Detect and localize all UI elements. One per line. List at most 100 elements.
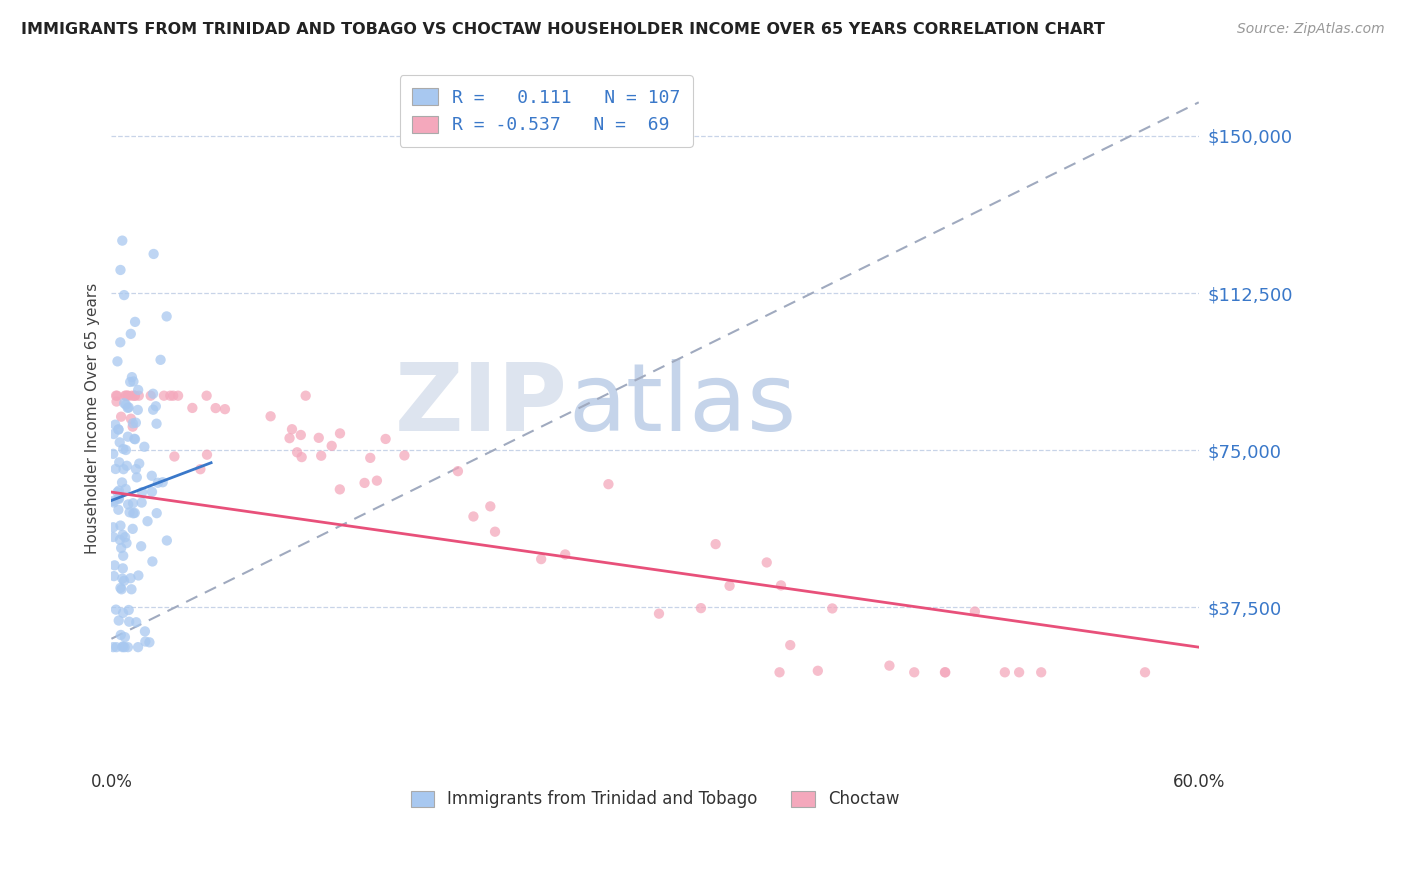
Point <box>309 449 332 463</box>
Point <box>107 491 129 505</box>
Point <box>124 389 146 403</box>
Point <box>117 389 139 403</box>
Point <box>112 396 135 410</box>
Point <box>294 389 316 403</box>
Point <box>128 389 150 403</box>
Point <box>163 450 186 464</box>
Point <box>114 482 136 496</box>
Point <box>131 495 153 509</box>
Point <box>114 640 136 655</box>
Point <box>374 432 396 446</box>
Point <box>127 568 149 582</box>
Point <box>120 571 142 585</box>
Point <box>769 578 792 592</box>
Point <box>278 431 301 445</box>
Point <box>110 582 132 597</box>
Point <box>281 422 304 436</box>
Point <box>118 401 141 415</box>
Point <box>105 389 128 403</box>
Point <box>103 640 125 655</box>
Text: atlas: atlas <box>568 359 796 451</box>
Point <box>554 548 576 562</box>
Point <box>121 522 143 536</box>
Point <box>934 665 956 680</box>
Point <box>598 477 620 491</box>
Point <box>690 601 713 615</box>
Point <box>156 310 179 324</box>
Point <box>167 389 190 403</box>
Point <box>107 422 129 436</box>
Point <box>125 416 148 430</box>
Point <box>1008 665 1031 680</box>
Point <box>122 506 145 520</box>
Point <box>111 561 134 575</box>
Point <box>111 640 134 654</box>
Point <box>117 640 139 655</box>
Point <box>127 640 149 655</box>
Point <box>108 483 131 498</box>
Point <box>153 389 176 403</box>
Point <box>115 442 138 457</box>
Point <box>108 455 131 469</box>
Point <box>114 530 136 544</box>
Point <box>108 533 131 547</box>
Point <box>112 574 135 588</box>
Point <box>117 401 139 415</box>
Point <box>120 326 142 341</box>
Point <box>195 389 218 403</box>
Point <box>122 375 145 389</box>
Point <box>134 440 156 454</box>
Point <box>121 419 143 434</box>
Point <box>291 450 314 464</box>
Point <box>122 496 145 510</box>
Point <box>124 432 146 446</box>
Point <box>107 614 129 628</box>
Point <box>190 462 212 476</box>
Point <box>648 607 671 621</box>
Point <box>359 450 381 465</box>
Point <box>112 288 135 302</box>
Point <box>145 399 167 413</box>
Point <box>195 448 218 462</box>
Point <box>105 485 128 500</box>
Point <box>290 428 312 442</box>
Legend: Immigrants from Trinidad and Tobago, Choctaw: Immigrants from Trinidad and Tobago, Cho… <box>404 784 905 815</box>
Point <box>103 494 125 508</box>
Point <box>127 383 149 397</box>
Point <box>114 389 136 403</box>
Point <box>139 389 162 403</box>
Point <box>110 581 132 595</box>
Point <box>136 514 159 528</box>
Point <box>1133 665 1156 680</box>
Point <box>125 470 148 484</box>
Point <box>104 462 127 476</box>
Point <box>142 386 165 401</box>
Point <box>353 475 375 490</box>
Point <box>447 464 470 478</box>
Text: IMMIGRANTS FROM TRINIDAD AND TOBAGO VS CHOCTAW HOUSEHOLDER INCOME OVER 65 YEARS : IMMIGRANTS FROM TRINIDAD AND TOBAGO VS C… <box>21 22 1105 37</box>
Point <box>104 602 127 616</box>
Text: ZIP: ZIP <box>395 359 568 451</box>
Point <box>152 475 174 490</box>
Point <box>156 533 179 548</box>
Point <box>807 664 830 678</box>
Point <box>115 398 138 412</box>
Point <box>181 401 204 415</box>
Point <box>329 483 352 497</box>
Point <box>903 665 925 680</box>
Text: Source: ZipAtlas.com: Source: ZipAtlas.com <box>1237 22 1385 37</box>
Point <box>110 541 132 555</box>
Point <box>114 630 136 644</box>
Point <box>105 640 128 655</box>
Point <box>112 462 135 476</box>
Point <box>120 411 142 425</box>
Point <box>117 498 139 512</box>
Point <box>142 247 165 261</box>
Point <box>138 635 160 649</box>
Point <box>755 556 778 570</box>
Point <box>141 468 163 483</box>
Point <box>162 389 184 403</box>
Point <box>128 457 150 471</box>
Point <box>963 605 986 619</box>
Point <box>107 354 129 368</box>
